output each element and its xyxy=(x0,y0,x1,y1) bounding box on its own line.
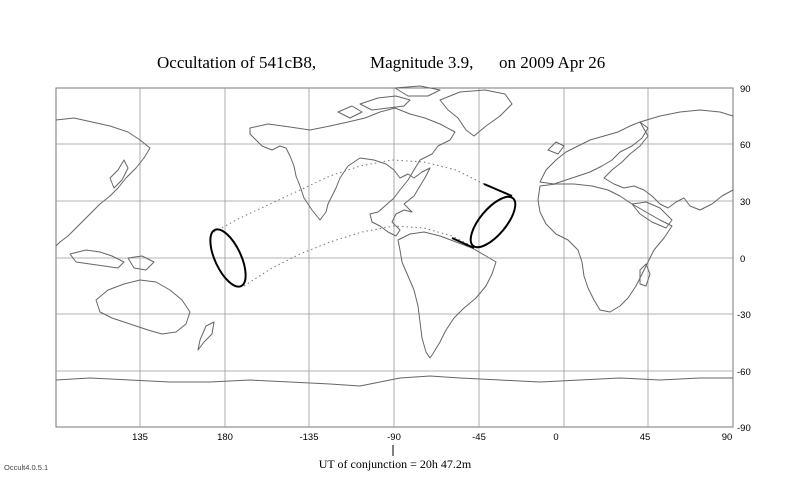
graticule xyxy=(55,87,734,428)
shadow-ellipse-east xyxy=(469,195,517,249)
x-axis-labels: 135 180 -135 -90 -45 0 45 90 xyxy=(132,432,732,443)
y-axis-labels: 90 60 30 0 -30 -60 -90 xyxy=(737,84,751,434)
y-tick-label: 90 xyxy=(740,84,751,95)
occultation-path xyxy=(209,159,517,288)
y-tick-label: -90 xyxy=(737,423,751,434)
coast-new-zealand xyxy=(197,321,215,351)
y-tick-label: 60 xyxy=(740,140,751,151)
title-object: Occultation of 541cB8, xyxy=(157,53,316,72)
north-limit-line xyxy=(213,159,511,233)
title-date: on 2009 Apr 26 xyxy=(499,53,605,72)
sunrise-limit-south xyxy=(451,237,475,249)
coast-japan xyxy=(109,159,129,189)
coast-africa xyxy=(537,183,673,313)
coast-sea-islands xyxy=(69,249,155,271)
coast-arctic-islands xyxy=(337,85,441,119)
shadow-ellipse-west xyxy=(209,228,247,288)
south-limit-line xyxy=(243,225,473,287)
coast-arabia xyxy=(631,201,673,229)
x-tick-label: -45 xyxy=(472,432,486,443)
x-tick-label: 0 xyxy=(553,432,558,443)
y-tick-label: 30 xyxy=(740,197,751,208)
x-tick-label: 45 xyxy=(640,432,651,443)
coast-south-america xyxy=(397,231,497,359)
coast-north-america xyxy=(249,107,456,237)
coast-madagascar xyxy=(639,263,651,287)
y-tick-label: -60 xyxy=(737,367,751,378)
coast-east-asia xyxy=(55,117,151,247)
y-tick-label: 0 xyxy=(740,254,745,265)
x-tick-label: -90 xyxy=(387,432,401,443)
x-tick-label: -135 xyxy=(299,432,318,443)
y-tick-label: -30 xyxy=(737,310,751,321)
version-label: Occult4.0.5.1 xyxy=(4,463,48,472)
coast-europe xyxy=(539,121,649,185)
x-tick-label: 135 xyxy=(132,432,148,443)
coast-asia xyxy=(603,109,734,211)
coastlines xyxy=(55,85,734,387)
conjunction-label: UT of conjunction = 20h 47.2m xyxy=(319,457,472,471)
coast-greenland xyxy=(439,89,513,137)
sunrise-limit-north xyxy=(483,183,513,197)
coast-australia xyxy=(95,279,191,335)
x-tick-label: 90 xyxy=(722,432,733,443)
coast-antarctica xyxy=(55,375,733,387)
x-tick-label: 180 xyxy=(217,432,233,443)
title-magnitude: Magnitude 3.9, xyxy=(370,53,473,72)
